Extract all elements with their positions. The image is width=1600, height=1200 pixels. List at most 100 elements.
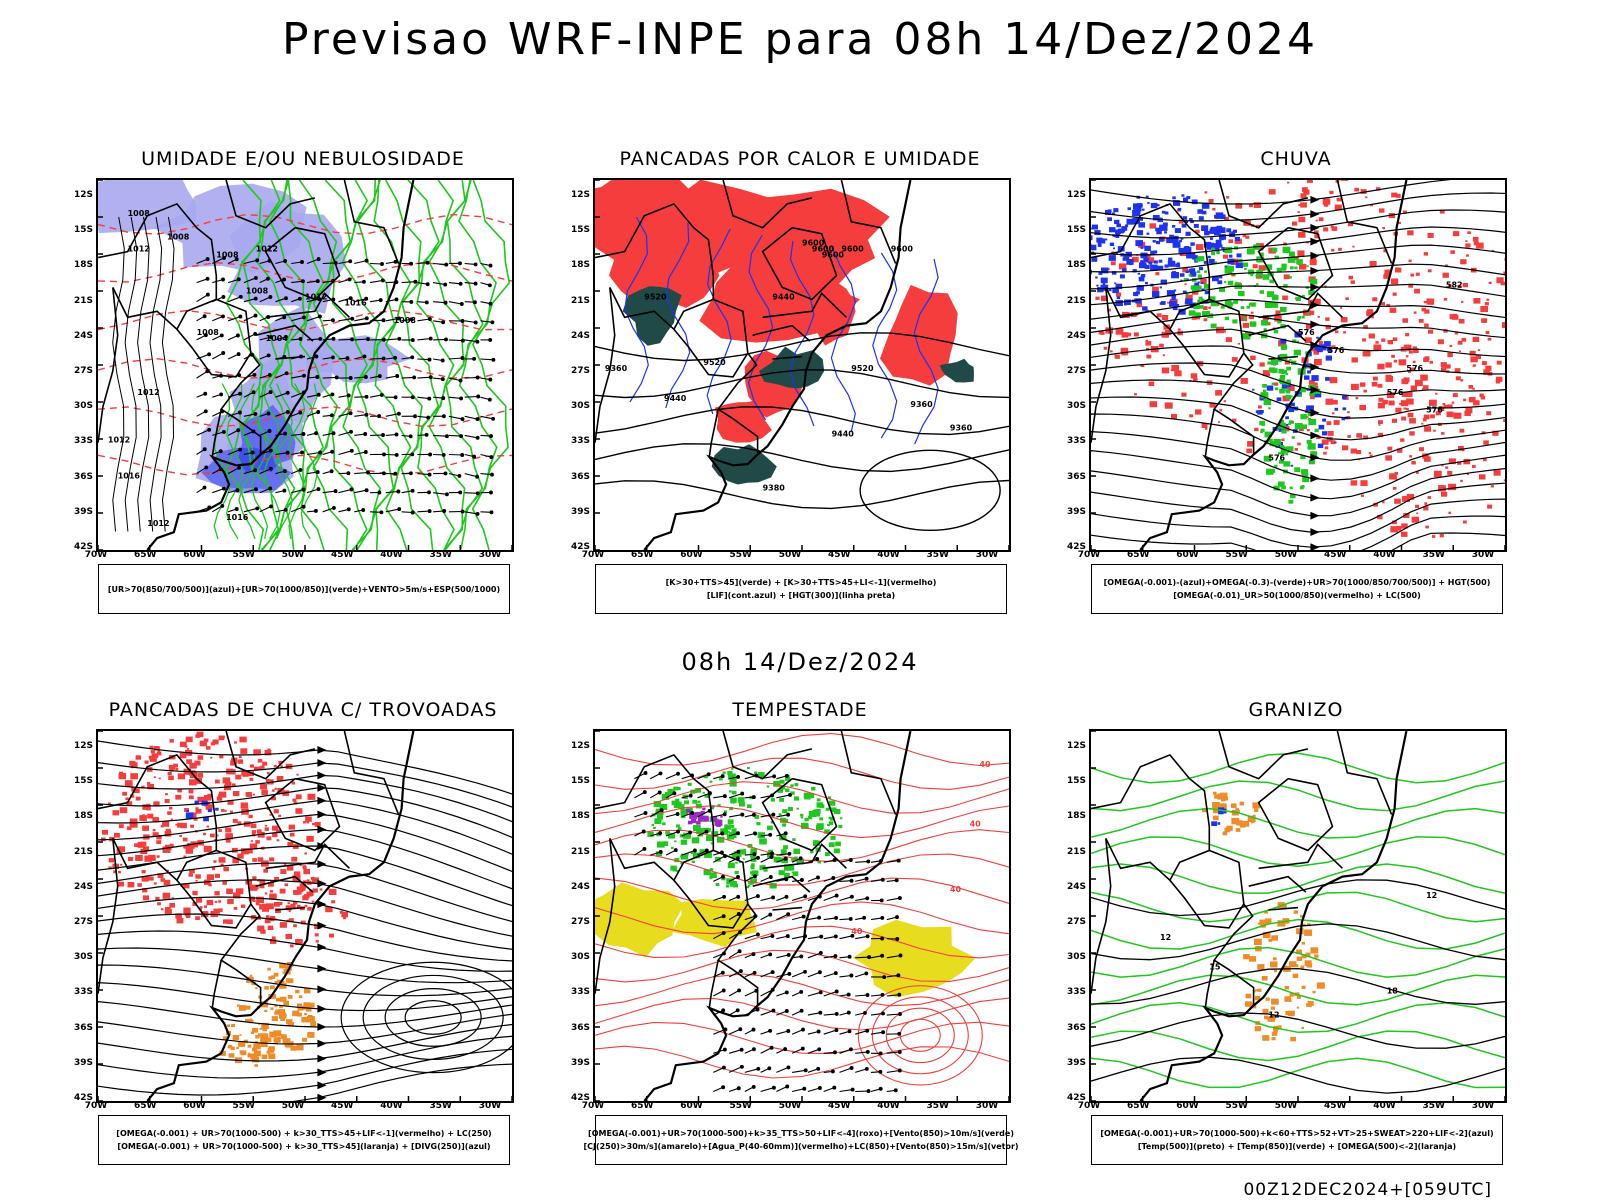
- lon-tick-label: 50W: [778, 1101, 802, 1111]
- legend-line: [UR>70(850/700/500)](azul)+[UR>70(1000/8…: [107, 584, 501, 594]
- run-stamp: 00Z12DEC2024+[059UTC]: [1243, 1180, 1492, 1200]
- contour-label: 576: [1406, 364, 1423, 373]
- contour-label: 576: [1328, 346, 1345, 355]
- lat-tick-label: 39S: [570, 1057, 590, 1068]
- lat-tick-label: 36S: [73, 1022, 93, 1033]
- coastline: [643, 180, 912, 550]
- lon-tick-label: 30W: [478, 550, 502, 560]
- legend-line: [CJ(250)>30m/s](amarelo)+[Agua_P(40-60mm…: [583, 1142, 1019, 1151]
- lc850-low: [857, 985, 983, 1086]
- lon-tick-label: 40W: [1373, 1101, 1396, 1111]
- lon-tick-label: 40W: [877, 550, 900, 560]
- legend-line: [OMEGA(-0.001) + UR>70(1000-500) + k>30_…: [117, 1142, 491, 1151]
- contour-label: 9600: [891, 245, 914, 254]
- panel-legend: [OMEGA(-0.001)+UR>70(1000-500)+k>35_TTS>…: [583, 1115, 1019, 1165]
- lat-tick-label: 42S: [570, 1093, 590, 1103]
- pressure-contours: [112, 216, 175, 532]
- legend-line: [OMEGA(-0.001)-(azul)+OMEGA(-0.3)-(verde…: [1103, 578, 1491, 587]
- lon-tick-label: 55W: [729, 1101, 752, 1111]
- panel-legend: [OMEGA(-0.001)+UR>70(1000-500)+k<60+TTS>…: [1091, 1115, 1503, 1165]
- lon-tick-label: 30W: [1471, 550, 1495, 560]
- contour-label-group: 40 40 40 40: [851, 760, 991, 936]
- forecast-map-panel: 1008 1008 1012 1008 1012 1008 1012 1016 1008 1008…: [96, 178, 514, 552]
- lon-tick-label: 65W: [1127, 550, 1150, 560]
- speckle-field: [686, 805, 723, 827]
- lat-tick-label: 30S: [73, 952, 93, 963]
- lon-tick-label: 35W: [429, 550, 452, 560]
- lat-tick-label: 21S: [1066, 295, 1086, 306]
- lat-tick-label: 36S: [570, 1022, 590, 1033]
- map-canvas: 1008 1008 1012 1008 1012 1008 1012 1016 1008 1008…: [98, 180, 512, 550]
- lon-tick-label: 40W: [380, 550, 403, 560]
- contour-label: 576: [1387, 388, 1404, 397]
- wind-vectors: [713, 854, 903, 1094]
- lon-tick-label: 30W: [975, 1101, 999, 1111]
- lat-tick-label: 21S: [73, 846, 93, 857]
- lat-tick-label: 12S: [570, 190, 590, 200]
- political-borders: [595, 731, 897, 1009]
- forecast-map-panel: 40 40 40 40: [593, 729, 1011, 1103]
- lat-tick-label: 24S: [73, 330, 93, 341]
- legend-line: [OMEGA(-0.001) + UR>70(1000-500) + k>30_…: [116, 1129, 492, 1138]
- lat-tick-label: 39S: [1066, 1057, 1086, 1068]
- lon-tick-label: 45W: [1324, 550, 1347, 560]
- contour-label: 9360: [605, 364, 628, 373]
- lat-tick-label: 42S: [1066, 542, 1086, 552]
- lat-tick-label: 21S: [73, 295, 93, 306]
- contour-label-group: 576 576 576 576 576 576 582: [1268, 280, 1462, 462]
- map-canvas: [98, 731, 512, 1101]
- panel-title: CHUVA: [1260, 148, 1332, 170]
- contour-label: 9600: [812, 245, 835, 254]
- contour-label: 9380: [763, 483, 786, 492]
- lat-tick-label: 15S: [73, 225, 93, 236]
- lat-tick-label: 24S: [73, 881, 93, 892]
- lon-tick-label: 40W: [877, 1101, 900, 1111]
- contour-label: 12: [1426, 891, 1437, 900]
- contour-label: 9440: [772, 292, 795, 301]
- lat-tick-label: 33S: [1066, 436, 1086, 447]
- temp500-contours: [1091, 879, 1505, 1094]
- lat-tick-label: 42S: [570, 542, 590, 552]
- contour-label: 9600: [841, 245, 864, 254]
- lat-tick-label: 18S: [73, 260, 93, 271]
- panel-legend: [OMEGA(-0.001) + UR>70(1000-500) + k>30_…: [98, 1115, 510, 1165]
- lon-tick-label: 30W: [1471, 1101, 1495, 1111]
- legend-line: [OMEGA(-0.01)_UR>50(1000/850)(vermelho) …: [1173, 591, 1421, 600]
- forecast-map-panel: [96, 729, 514, 1103]
- lon-tick-label: 60W: [1176, 1101, 1199, 1111]
- speckle-field: [1091, 194, 1243, 315]
- contour-label: 1016: [226, 513, 249, 522]
- contour-label: 40: [950, 885, 962, 894]
- panel-legend: [K>30+TTS>45](verde) + [K>30+TTS>45+LI<-…: [595, 564, 1007, 614]
- contour-label: 9360: [950, 424, 973, 433]
- lat-tick-label: 30S: [570, 952, 590, 963]
- lon-tick-label: 70W: [581, 1101, 605, 1111]
- main-title: Previsao WRF-INPE para 08h 14/Dez/2024: [282, 14, 1318, 65]
- speckle-field: [647, 766, 843, 889]
- lat-tick-label: 15S: [570, 225, 590, 236]
- lon-tick-label: 55W: [1225, 1101, 1248, 1111]
- lon-tick-label: 70W: [581, 550, 605, 560]
- panel-title: PANCADAS DE CHUVA C/ TROVOADAS: [108, 699, 498, 721]
- lat-tick-label: 15S: [570, 776, 590, 787]
- lc850-low: [871, 996, 969, 1075]
- lon-tick-label: 60W: [183, 1101, 206, 1111]
- lat-tick-label: 33S: [570, 987, 590, 998]
- contour-label: 1008: [246, 286, 269, 295]
- political-borders: [98, 731, 400, 1009]
- contour-label: 1012: [128, 245, 150, 254]
- lat-tick-label: 12S: [1066, 741, 1086, 751]
- lon-tick-label: 70W: [84, 1101, 108, 1111]
- map-canvas: 576 576 576 576 576 576 582: [1091, 180, 1505, 550]
- forecast-map-panel: 12 15 12 18 12: [1089, 729, 1507, 1103]
- contour-label: 12: [1268, 1011, 1279, 1020]
- contour-label: 9440: [832, 430, 855, 439]
- lon-tick-label: 60W: [1176, 550, 1199, 560]
- lat-tick-label: 27S: [73, 917, 93, 927]
- lat-tick-label: 18S: [570, 811, 590, 822]
- contour-label: 1008: [128, 209, 151, 218]
- lat-tick-label: 36S: [1066, 471, 1086, 482]
- forecast-map-panel: 576 576 576 576 576 576 582: [1089, 178, 1507, 552]
- panel-legend: [OMEGA(-0.001)-(azul)+OMEGA(-0.3)-(verde…: [1091, 564, 1503, 614]
- legend-line: [OMEGA(-0.001)+UR>70(1000-500)+k>35_TTS>…: [588, 1129, 1014, 1138]
